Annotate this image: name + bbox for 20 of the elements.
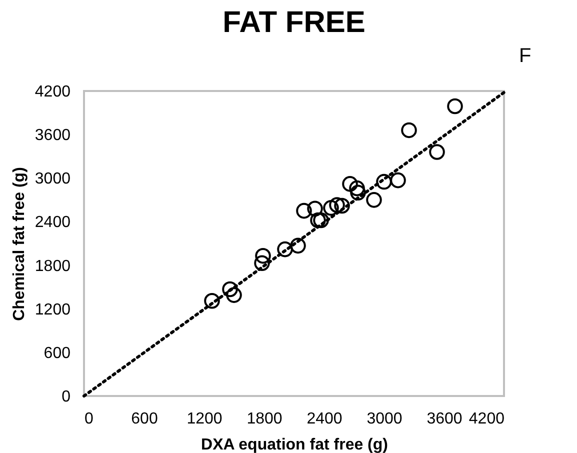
x-axis-title: DXA equation fat free (g) [201, 436, 388, 453]
y-tick-label: 3600 [34, 127, 71, 144]
chart-title: FAT FREE [222, 6, 366, 39]
y-tick-label: 3000 [34, 170, 71, 188]
x-tick-label: 3600 [426, 410, 462, 428]
y-tick-label: 4200 [34, 84, 71, 100]
x-tick-label: 1200 [186, 410, 222, 428]
x-tick-label: 2400 [306, 410, 342, 428]
x-tick-label: 0 [84, 410, 94, 428]
x-tick-label: 4200 [468, 410, 505, 428]
y-tick-label: 1200 [34, 301, 71, 318]
x-tick-label: 1800 [246, 410, 282, 428]
text: F [519, 45, 532, 67]
y-tick-label: 1800 [34, 258, 71, 275]
x-tick-label: 3000 [366, 410, 402, 428]
y-tick-label: 2400 [34, 214, 71, 232]
y-tick-label: 600 [44, 344, 71, 362]
y-axis-title: Chemical fat free (g) [10, 167, 28, 321]
y-tick-label: 0 [62, 388, 71, 406]
x-tick-label: 600 [131, 410, 158, 428]
